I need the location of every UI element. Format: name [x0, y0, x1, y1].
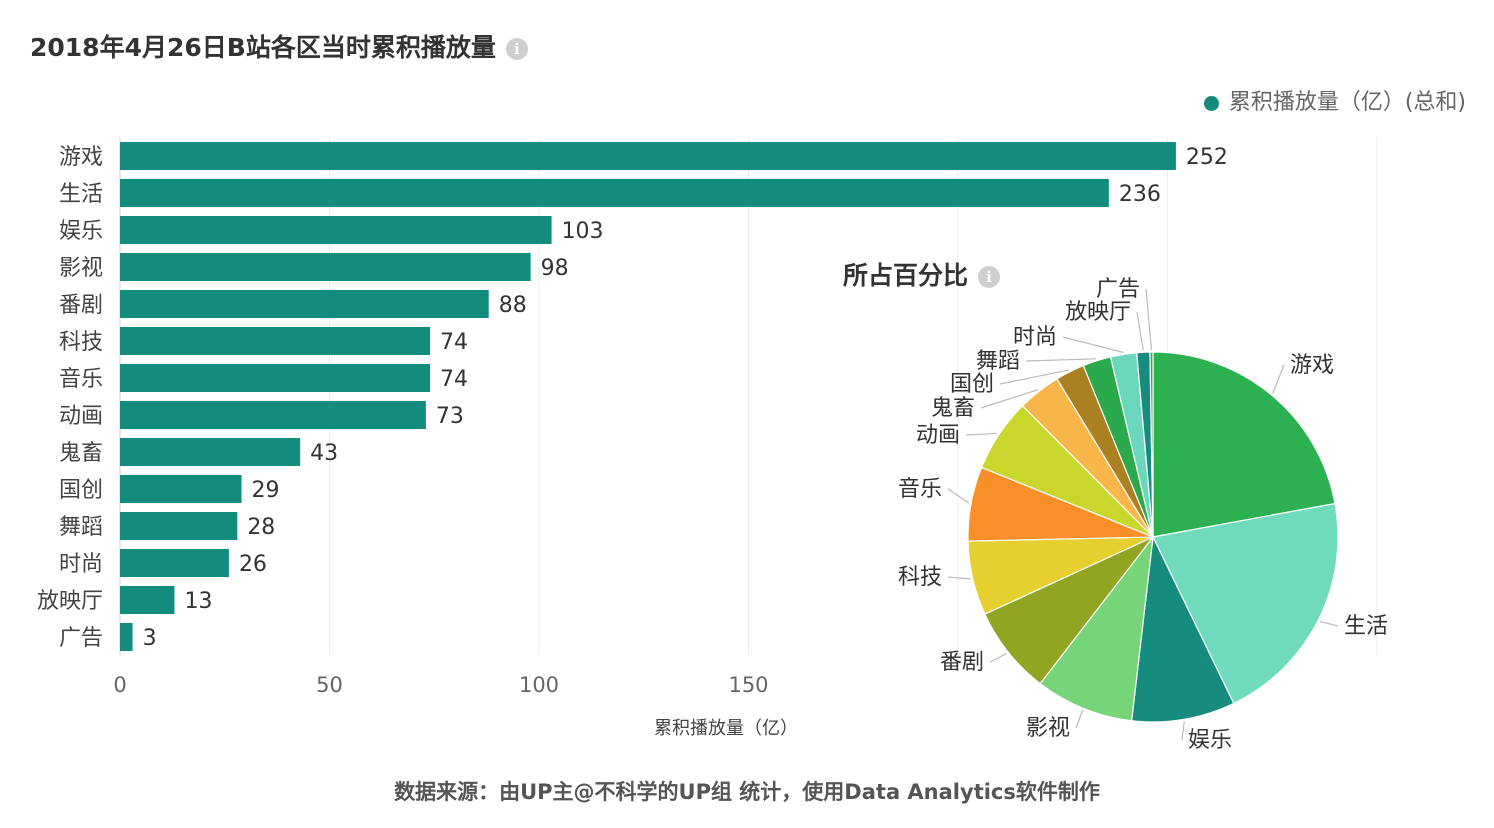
category-label: 科技 [59, 330, 103, 355]
category-label: 动画 [59, 404, 103, 429]
pie-leader-line [1145, 288, 1153, 351]
pie-leader-line [1181, 721, 1185, 741]
pie-leader-line [1025, 358, 1097, 362]
category-label: 游戏 [59, 145, 103, 170]
bar [120, 179, 1109, 207]
legend[interactable]: 累积播放量（亿）(总和) [1203, 84, 1466, 116]
value-label: 13 [184, 589, 212, 614]
category-label: 广告 [59, 626, 103, 651]
bar [120, 290, 489, 318]
bar [120, 438, 301, 466]
pie-leader-line [1136, 311, 1144, 351]
chart-title: 2018年4月26日B站各区当时累积播放量 i [30, 28, 528, 64]
value-label: 236 [1119, 182, 1161, 207]
value-label: 74 [440, 367, 468, 392]
pie-leader-line [980, 389, 1038, 409]
category-label: 影视 [59, 256, 103, 281]
bar [120, 142, 1176, 170]
pie-slice [1149, 351, 1154, 538]
bar [120, 512, 238, 540]
pie-label: 番剧 [940, 650, 984, 675]
bar [120, 364, 431, 392]
pie-label: 游戏 [1290, 353, 1334, 378]
bar [120, 586, 175, 614]
chart-title-text: 2018年4月26日B站各区当时累积播放量 [30, 33, 496, 62]
pie-leader-line [1075, 710, 1084, 729]
pie-label: 舞蹈 [976, 349, 1020, 374]
value-label: 3 [143, 626, 157, 651]
category-label: 音乐 [59, 367, 103, 392]
pie-label: 广告 [1096, 277, 1140, 302]
x-tick-label: 50 [316, 673, 343, 697]
pie-leader-line [989, 652, 1007, 663]
value-label: 73 [436, 404, 464, 429]
category-label: 国创 [59, 478, 103, 503]
value-label: 252 [1186, 145, 1228, 170]
bar [120, 475, 242, 503]
pie-info-icon[interactable]: i [978, 266, 1001, 288]
value-label: 43 [310, 441, 338, 466]
x-tick-label: 0 [113, 673, 126, 697]
value-label: 103 [562, 219, 604, 244]
pie-label: 时尚 [1013, 325, 1057, 350]
value-label: 88 [499, 293, 527, 318]
bar [120, 253, 531, 281]
x-axis-title: 累积播放量（亿） [654, 718, 798, 739]
pie-slice [1039, 534, 1154, 722]
pie-label: 音乐 [898, 477, 942, 502]
pie-slice [1152, 502, 1339, 705]
pie-leader-line [1272, 364, 1285, 394]
legend-dot-icon [1203, 95, 1219, 111]
category-label: 放映厅 [37, 589, 103, 614]
pie-label: 生活 [1344, 614, 1388, 639]
pie-title-text: 所占百分比 [843, 261, 969, 290]
bar [120, 401, 426, 429]
pie-title: 所占百分比 i [843, 256, 1001, 292]
pie-label: 国创 [950, 372, 994, 397]
pie-slice [1130, 534, 1235, 723]
pie-label: 娱乐 [1188, 728, 1232, 753]
bar [120, 216, 552, 244]
pie-slice [1152, 351, 1336, 538]
pie-leader-line [1319, 620, 1339, 627]
bar [120, 623, 133, 651]
category-label: 舞蹈 [59, 515, 103, 540]
bar [120, 327, 431, 355]
category-label: 时尚 [59, 552, 103, 577]
pie-leader-line [1062, 336, 1124, 353]
x-tick-label: 100 [519, 673, 559, 697]
category-label: 番剧 [59, 293, 103, 318]
legend-label: 累积播放量（亿）(总和) [1228, 90, 1466, 115]
pie-leader-line [999, 369, 1070, 385]
pie-label: 放映厅 [1065, 300, 1131, 325]
pie-leader-line [947, 576, 971, 580]
bar [120, 549, 229, 577]
pie-label: 鬼畜 [931, 396, 975, 421]
category-label: 娱乐 [59, 219, 103, 244]
value-label: 98 [541, 256, 569, 281]
value-label: 28 [247, 515, 275, 540]
source-note: 数据来源：由UP主@不科学的UP组 统计，使用Data Analytics软件制… [394, 780, 1100, 804]
pie-label: 影视 [1026, 716, 1070, 741]
pie-leader-line [947, 488, 970, 504]
category-label: 生活 [59, 182, 103, 207]
x-tick-label: 150 [728, 673, 768, 697]
category-label: 鬼畜 [59, 441, 103, 466]
pie-leader-line [965, 432, 998, 436]
value-label: 26 [239, 552, 267, 577]
info-icon[interactable]: i [505, 38, 528, 60]
pie-label: 科技 [898, 565, 942, 590]
value-label: 29 [252, 478, 280, 503]
pie-label: 动画 [916, 423, 960, 448]
value-label: 74 [440, 330, 468, 355]
